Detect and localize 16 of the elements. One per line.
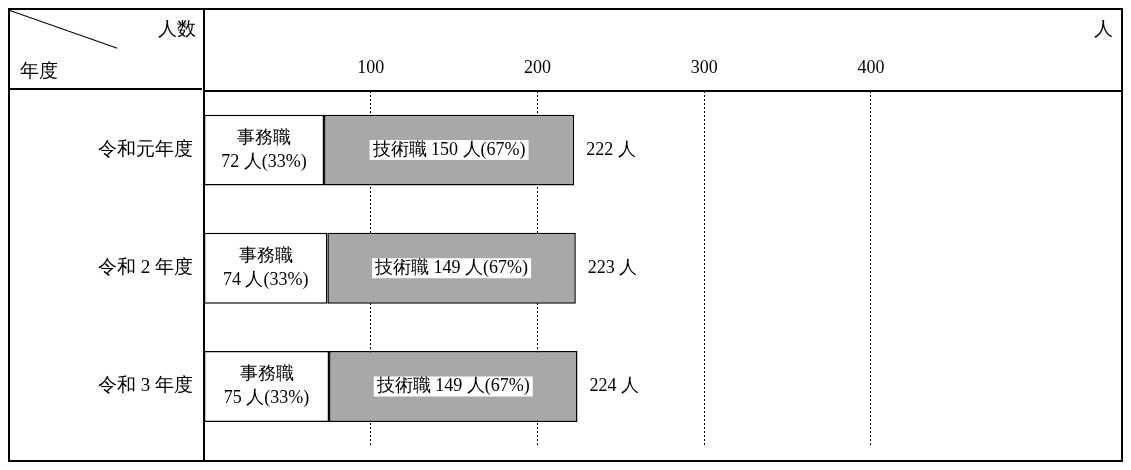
x-tick-label: 100 bbox=[357, 56, 385, 77]
x-tick-label: 300 bbox=[690, 56, 718, 77]
x-axis-title: 人数 bbox=[158, 17, 196, 39]
x-tick-label: 400 bbox=[857, 56, 885, 77]
total-label: 223 人 bbox=[587, 257, 638, 278]
total-label: 222 人 bbox=[586, 138, 636, 159]
y-tick-label: 令和元年度 bbox=[98, 138, 193, 160]
y-axis-title: 年度 bbox=[20, 59, 58, 81]
data-label: 75 人(33%) bbox=[223, 387, 310, 409]
data-label: 74 人(33%) bbox=[222, 269, 309, 291]
text: 人 bbox=[1094, 17, 1113, 39]
x-tick-label: 200 bbox=[523, 56, 551, 77]
data-label: 72 人(33%) bbox=[221, 150, 307, 172]
y-tick-label: 令和 2 年度 bbox=[98, 256, 193, 278]
series-label: 事務職 bbox=[237, 126, 292, 147]
total-label: 224 人 bbox=[589, 375, 639, 396]
